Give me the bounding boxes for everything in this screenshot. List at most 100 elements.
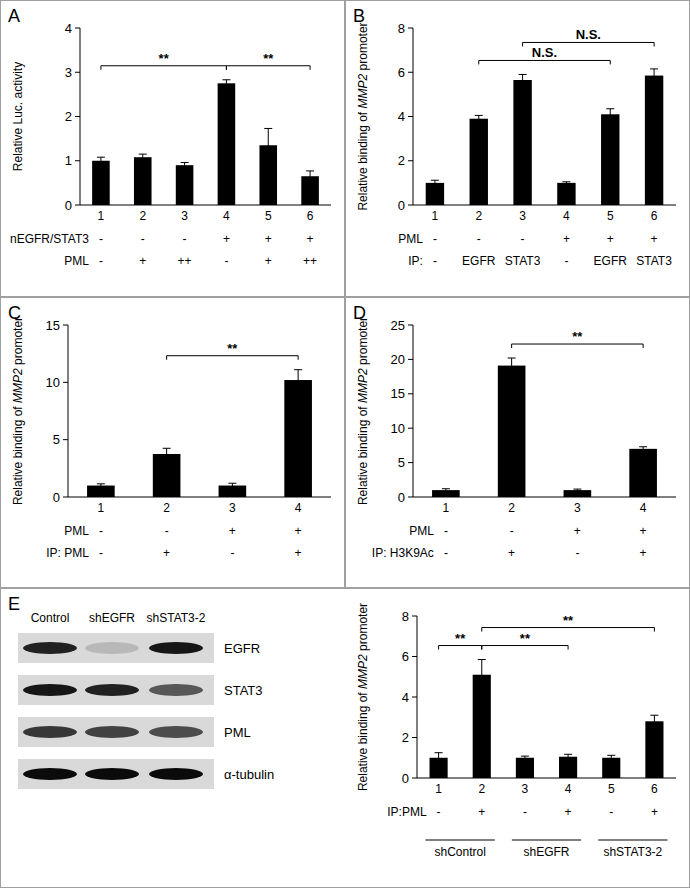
condition-value: - (99, 524, 103, 538)
y-tick (412, 697, 417, 698)
x-tick-label: 1 (432, 209, 439, 223)
bracket-end (511, 344, 512, 348)
condition-label: IP: (408, 254, 423, 268)
y-tick (408, 462, 413, 463)
error-line (654, 69, 655, 82)
y-axis-label-part: binding (356, 420, 370, 462)
error-cap (475, 122, 483, 123)
condition-value: STAT3 (505, 254, 541, 268)
bar (426, 183, 444, 205)
error-line (268, 128, 269, 162)
condition-value: - (575, 546, 579, 560)
bracket-end (100, 66, 101, 70)
error-bar (650, 69, 658, 82)
error-cap (521, 756, 529, 757)
condition-value: EGFR (462, 254, 496, 268)
significance-label: ** (227, 341, 238, 356)
error-cap (650, 68, 658, 69)
error-cap (163, 448, 171, 449)
bar (564, 490, 592, 497)
error-line (100, 157, 101, 164)
error-cap (650, 727, 658, 728)
blot-row-label: EGFR (224, 641, 260, 656)
y-tick-label: 2 (65, 109, 72, 124)
error-cap (650, 82, 658, 83)
condition-value: + (295, 524, 302, 538)
x-tick-label: 5 (608, 782, 615, 796)
y-axis-label-part: of (11, 406, 25, 420)
bar (134, 157, 152, 205)
y-axis-label-part: Relative (356, 747, 370, 791)
error-line (481, 660, 482, 690)
y-axis (413, 325, 414, 497)
condition-value: + (139, 254, 146, 268)
condition-value: EGFR (594, 254, 628, 268)
y-axis-label-part: binding (356, 706, 370, 748)
plot-area (92, 80, 319, 205)
significance-label: ** (563, 613, 574, 628)
error-cap (519, 85, 527, 86)
error-bar (564, 754, 572, 759)
bar (218, 83, 236, 205)
x-tick-label: 2 (139, 209, 146, 223)
y-axis-label-part: MMP2 (356, 654, 370, 692)
y-axis-label-part: promoter (356, 317, 370, 368)
y-tick-label: 4 (402, 690, 409, 705)
bracket-end (298, 356, 299, 360)
bar (513, 80, 531, 205)
condition-value: + (508, 546, 515, 560)
error-cap (139, 160, 147, 161)
error-cap (294, 390, 302, 391)
x-tick-label: 6 (651, 782, 658, 796)
y-tick-label: 8 (402, 609, 409, 624)
bar (153, 454, 181, 497)
error-bar (562, 182, 570, 184)
y-tick (412, 778, 417, 779)
error-bar (639, 447, 647, 451)
error-cap (181, 162, 189, 163)
condition-label: PML (64, 524, 89, 538)
y-axis-label-part: binding (11, 420, 25, 462)
error-bar (573, 489, 581, 491)
bar (473, 675, 491, 778)
plot-area (87, 370, 312, 497)
error-line (478, 115, 479, 122)
error-cap (306, 181, 314, 182)
x-tick-label: 2 (478, 782, 485, 796)
blot-band (23, 684, 77, 696)
condition-value: + (640, 524, 647, 538)
condition-value: - (444, 524, 448, 538)
error-cap (607, 760, 615, 761)
error-line (643, 447, 644, 451)
error-cap (163, 459, 171, 460)
error-cap (521, 759, 529, 760)
error-line (522, 74, 523, 85)
blot-band (149, 726, 203, 738)
x-axis (80, 205, 331, 206)
x-tick-label: 2 (508, 501, 515, 515)
significance-bracket (482, 646, 568, 650)
condition-value: - (477, 232, 481, 246)
significance-label: ** (520, 631, 531, 646)
error-cap (639, 446, 647, 447)
condition-value: + (607, 232, 614, 246)
y-tick-label: 5 (398, 455, 405, 470)
condition-value: + (229, 524, 236, 538)
y-tick-label: 0 (53, 490, 60, 505)
y-axis-label-part: Relative (11, 461, 25, 505)
error-cap (606, 108, 614, 109)
x-tick-label: 4 (640, 501, 647, 515)
blot-band (85, 684, 139, 696)
condition-value: - (224, 254, 228, 268)
bar (629, 449, 657, 497)
x-axis (413, 205, 676, 206)
condition-value: - (433, 254, 437, 268)
y-tick-label: 15 (46, 318, 60, 333)
y-tick-label: 4 (65, 21, 72, 36)
y-axis-label-part: activity (11, 62, 25, 102)
error-cap (431, 180, 439, 181)
y-axis-label-part: Relative (356, 167, 370, 211)
y-tick-label: 0 (65, 198, 72, 213)
bracket-end (643, 344, 644, 348)
bar (645, 721, 663, 778)
